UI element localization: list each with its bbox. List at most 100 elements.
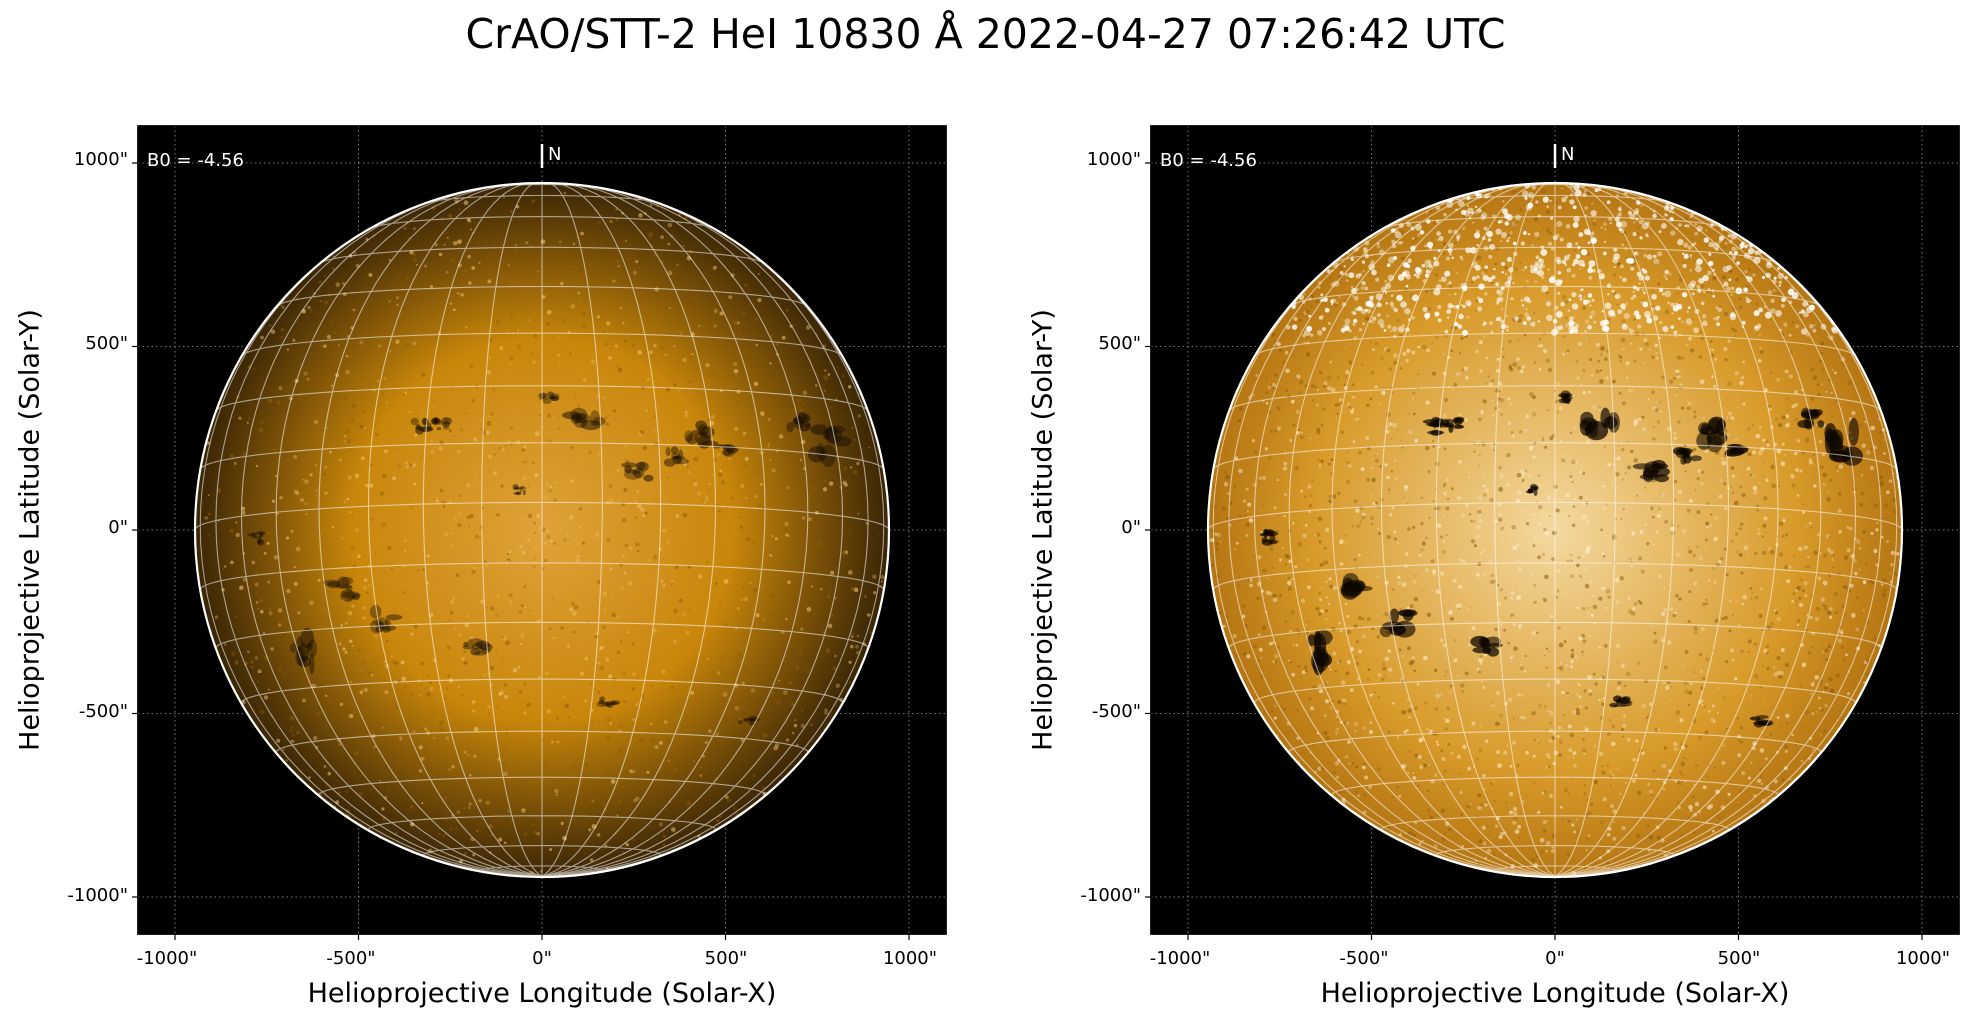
granule: [768, 580, 772, 584]
granule: [792, 496, 794, 499]
granule: [635, 516, 638, 519]
granule: [1384, 279, 1388, 283]
granule: [1439, 571, 1445, 576]
granule: [723, 579, 729, 584]
granule: [1878, 475, 1884, 480]
granule: [1820, 597, 1826, 602]
granule: [537, 270, 540, 273]
granule: [1648, 348, 1651, 351]
granule: [1688, 336, 1692, 341]
granule: [570, 446, 574, 449]
granule: [503, 682, 508, 688]
granule: [1533, 738, 1536, 741]
granule: [1729, 419, 1732, 422]
granule: [1538, 741, 1541, 744]
granule: [1590, 803, 1594, 806]
granule: [1461, 226, 1466, 231]
granule: [1518, 559, 1520, 562]
granule: [503, 694, 509, 700]
granule: [1461, 559, 1466, 563]
granule: [715, 502, 718, 506]
granule: [350, 545, 355, 551]
granule: [1408, 429, 1413, 435]
granule: [1400, 678, 1405, 682]
granule: [479, 537, 482, 539]
bright-patch: [1613, 247, 1618, 252]
granule: [658, 822, 664, 827]
granule: [1625, 781, 1627, 784]
granule: [1595, 342, 1600, 347]
granule: [1456, 754, 1462, 760]
granule: [411, 693, 414, 696]
granule: [638, 213, 643, 218]
granule: [290, 726, 294, 729]
granule: [1395, 428, 1398, 431]
granule: [1409, 604, 1414, 609]
granule: [1691, 795, 1695, 799]
granule: [1477, 805, 1482, 810]
granule: [302, 698, 306, 703]
granule: [324, 300, 329, 305]
granule: [289, 728, 294, 733]
granule: [1224, 471, 1228, 474]
granule: [522, 518, 525, 521]
granule: [1574, 494, 1577, 497]
granule: [1525, 751, 1529, 755]
granule: [1262, 568, 1267, 573]
granule: [1633, 419, 1639, 424]
granule: [1330, 282, 1336, 288]
granule: [439, 488, 444, 493]
granule: [1339, 398, 1343, 402]
granule: [1417, 754, 1422, 760]
granule: [1676, 373, 1680, 377]
granule: [589, 858, 594, 862]
granule: [632, 770, 636, 774]
granule: [1744, 269, 1748, 274]
granule: [1461, 690, 1464, 693]
granule: [616, 468, 621, 472]
granule: [1575, 460, 1578, 464]
granule: [1837, 508, 1842, 514]
granule: [1870, 531, 1874, 536]
granule: [1276, 405, 1280, 409]
granule: [675, 514, 680, 519]
granule: [1740, 522, 1744, 526]
dark-filament: [570, 413, 581, 424]
granule: [1623, 714, 1626, 718]
dark-filament: [351, 593, 361, 601]
granule: [755, 471, 758, 474]
granule: [309, 473, 313, 477]
granule: [359, 340, 364, 345]
granule: [1579, 574, 1583, 578]
granule: [1674, 593, 1679, 598]
granule: [1730, 415, 1735, 421]
bright-patch: [1434, 311, 1440, 317]
bright-patch: [1563, 255, 1570, 261]
bright-patch: [1448, 281, 1452, 285]
granule: [1844, 614, 1847, 617]
granule: [1682, 261, 1685, 265]
granule: [1725, 659, 1729, 664]
granule: [1718, 412, 1721, 415]
granule: [466, 483, 471, 488]
granule: [1218, 535, 1221, 538]
granule: [523, 585, 527, 589]
granule: [1789, 778, 1792, 780]
granule: [687, 465, 689, 468]
granule: [1587, 834, 1590, 837]
granule: [1663, 746, 1668, 750]
granule: [507, 550, 512, 554]
granule: [1276, 341, 1281, 347]
granule: [516, 329, 520, 332]
granule: [426, 554, 430, 558]
granule: [1707, 579, 1711, 582]
granule: [720, 480, 725, 485]
granule: [1815, 711, 1818, 713]
granule: [605, 266, 608, 269]
granule: [571, 275, 576, 280]
dark-filament: [624, 464, 632, 474]
granule: [1404, 484, 1409, 489]
granule: [1422, 344, 1427, 350]
granule: [744, 456, 749, 461]
granule: [1883, 439, 1886, 442]
